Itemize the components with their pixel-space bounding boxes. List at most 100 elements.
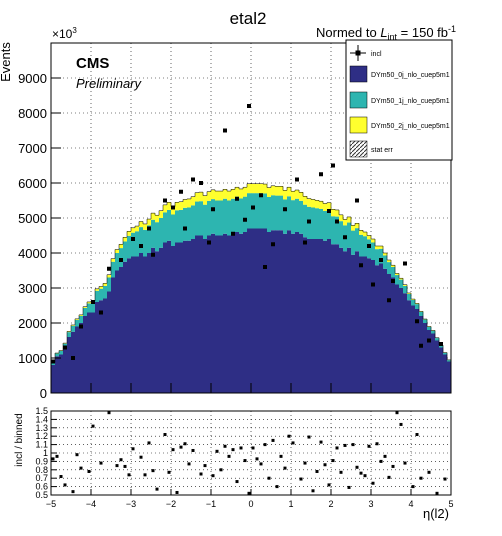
ratio-point xyxy=(359,471,363,475)
incl-point xyxy=(295,177,299,182)
ratio-point xyxy=(391,464,395,468)
bar-1j xyxy=(251,193,256,229)
ratio-point xyxy=(443,477,447,481)
legend-swatch-0j xyxy=(349,65,368,83)
bar-2j xyxy=(323,203,328,211)
bar-2j xyxy=(267,187,272,197)
ratio-point xyxy=(215,449,219,453)
ratio-point xyxy=(87,469,91,473)
bar-1j xyxy=(399,279,404,288)
legend-swatch-1j xyxy=(349,91,368,109)
bar-1j xyxy=(135,231,140,257)
bar-1j xyxy=(167,209,172,241)
incl-point xyxy=(367,244,371,248)
bar-0j xyxy=(311,239,316,393)
incl-point xyxy=(191,177,195,182)
incl-point xyxy=(179,189,183,194)
incl-point xyxy=(307,219,311,224)
bar-1j xyxy=(231,198,236,234)
bar-0j xyxy=(91,312,96,393)
bar-0j xyxy=(223,233,228,393)
ratio-x-tick-label: 0 xyxy=(248,499,253,509)
main-y-axis: 0 1000 2000 3000 4000 5000 6000 7000 8000 9000 xyxy=(18,71,61,401)
bar-1j xyxy=(271,195,276,231)
bar-2j xyxy=(207,191,212,201)
ratio-point xyxy=(187,462,191,466)
bar-0j xyxy=(195,235,200,393)
main-y-tick-label: 4000 xyxy=(18,246,47,261)
bar-2j xyxy=(247,183,252,194)
incl-point xyxy=(439,342,443,346)
incl-point xyxy=(211,207,215,212)
bar-2j xyxy=(363,232,368,237)
bar-0j xyxy=(151,247,156,393)
bar-0j xyxy=(299,233,304,393)
ratio-point xyxy=(363,474,367,478)
ratio-point xyxy=(331,459,335,463)
ratio-y-tick-label: 0.8 xyxy=(35,465,48,475)
ratio-point xyxy=(151,469,155,473)
bar-1j xyxy=(239,198,244,234)
ratio-point xyxy=(51,457,55,461)
bar-1j xyxy=(143,229,148,257)
bar-2j xyxy=(215,191,220,201)
ratio-point xyxy=(287,434,291,438)
bar-0j xyxy=(447,361,452,393)
bar-1j xyxy=(75,319,80,327)
ratio-x-tick-label: 1 xyxy=(288,499,293,509)
incl-point xyxy=(231,231,235,236)
bar-0j xyxy=(291,233,296,393)
bar-1j xyxy=(447,360,452,362)
incl-point xyxy=(283,207,287,212)
incl-point xyxy=(199,181,203,185)
bar-0j xyxy=(411,305,416,393)
bar-1j xyxy=(199,201,204,236)
bar-0j xyxy=(83,316,88,393)
bar-0j xyxy=(275,230,280,393)
bar-0j xyxy=(359,256,364,393)
bar-2j xyxy=(355,223,360,229)
ratio-point xyxy=(199,472,203,476)
bar-0j xyxy=(335,244,340,393)
bar-1j xyxy=(139,227,144,253)
incl-point xyxy=(71,356,75,360)
bar-2j xyxy=(375,246,380,250)
bar-2j xyxy=(383,253,388,256)
ratio-point xyxy=(399,422,403,426)
bar-0j xyxy=(331,244,336,393)
ratio-point xyxy=(55,454,59,458)
bar-1j xyxy=(99,288,104,301)
ratio-point xyxy=(355,465,359,469)
norm-sup: -1 xyxy=(448,24,456,34)
bar-2j xyxy=(291,191,296,201)
bar-1j xyxy=(323,211,328,241)
incl-point xyxy=(359,263,363,268)
bar-2j xyxy=(371,239,376,243)
ratio-point xyxy=(435,491,439,495)
bar-0j xyxy=(63,347,68,393)
bar-2j xyxy=(279,186,284,196)
ratio-point xyxy=(163,433,167,437)
bar-2j xyxy=(183,199,188,208)
bar-2j xyxy=(407,292,412,294)
bar-2j xyxy=(167,202,172,210)
norm-value: = 150 fb xyxy=(397,25,448,40)
incl-point xyxy=(163,198,167,203)
bar-1j xyxy=(275,195,280,231)
norm-L: L xyxy=(380,25,387,40)
ratio-point xyxy=(63,483,67,487)
bar-0j xyxy=(115,270,120,393)
bar-1j xyxy=(59,351,64,355)
bar-0j xyxy=(407,300,412,393)
bar-2j xyxy=(151,213,156,220)
bar-2j xyxy=(135,226,140,232)
main-y-axis-label: Events xyxy=(0,42,13,82)
bar-1j xyxy=(127,235,132,259)
incl-point xyxy=(415,319,419,324)
ratio-x-tick-label: −4 xyxy=(86,499,96,509)
ratio-y-tick-label: 1.2 xyxy=(35,431,48,441)
bar-2j xyxy=(179,201,184,210)
ratio-point xyxy=(155,487,159,491)
bar-1j xyxy=(259,193,264,229)
bar-1j xyxy=(227,200,232,236)
